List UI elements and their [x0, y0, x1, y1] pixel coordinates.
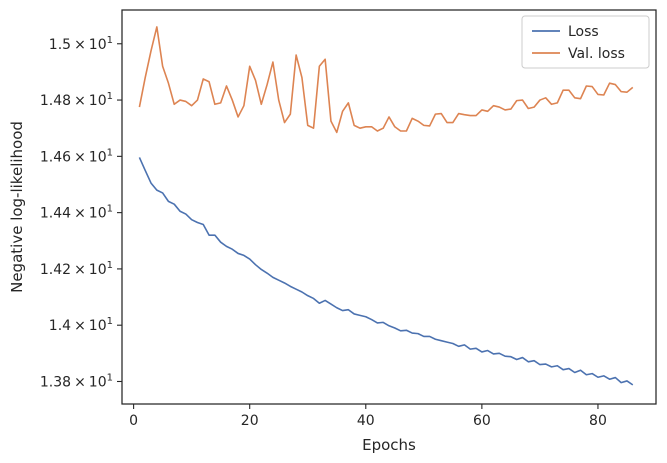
y-tick-exponent: 1 — [107, 147, 113, 158]
y-tick-base: 10 — [89, 149, 107, 165]
axes-frame — [121, 9, 657, 405]
y-tick-mantissa: 1.5 — [49, 37, 71, 53]
y-tick-label: 1.42 × 101 — [40, 260, 113, 278]
series-line-val-loss — [138, 26, 634, 134]
x-tick-label: 20 — [241, 413, 259, 429]
x-axis: 0 20 40 60 80 — [129, 404, 607, 429]
y-tick-base: 10 — [89, 37, 107, 53]
series-line-loss — [138, 157, 634, 386]
y-tick-label: 1.46 × 101 — [40, 147, 113, 165]
x-axis-label: Epochs — [362, 436, 416, 454]
y-tick-times: × — [74, 206, 86, 222]
legend-box — [521, 15, 650, 69]
x-tick-label: 80 — [589, 413, 607, 429]
y-tick-mantissa: 1.44 — [40, 206, 71, 222]
x-tick-label: 40 — [357, 413, 375, 429]
y-tick-mantissa: 1.42 — [40, 262, 71, 278]
y-tick-times: × — [74, 93, 86, 109]
y-tick-label: 1.4 × 101 — [49, 316, 113, 334]
y-tick-mantissa: 1.38 — [40, 374, 71, 390]
y-tick-mantissa: 1.46 — [40, 149, 71, 165]
y-tick-exponent: 1 — [107, 204, 113, 215]
y-tick-base: 10 — [89, 318, 107, 334]
x-tick-label: 60 — [473, 413, 491, 429]
y-tick-exponent: 1 — [107, 35, 113, 46]
y-tick-exponent: 1 — [107, 316, 113, 327]
y-axis-label: Negative log-likelihood — [8, 121, 26, 293]
legend-label-val-loss: Val. loss — [568, 46, 625, 62]
x-tick-label: 0 — [129, 413, 138, 429]
y-tick-label: 1.48 × 101 — [40, 91, 113, 109]
y-tick-times: × — [74, 262, 86, 278]
y-tick-times: × — [74, 149, 86, 165]
y-tick-exponent: 1 — [107, 372, 113, 383]
y-tick-base: 10 — [89, 262, 107, 278]
y-tick-times: × — [74, 374, 86, 390]
y-tick-base: 10 — [89, 206, 107, 222]
series-layer — [138, 26, 634, 386]
y-tick-exponent: 1 — [107, 91, 113, 102]
y-tick-times: × — [74, 37, 86, 53]
y-tick-label: 1.38 × 101 — [40, 372, 113, 390]
y-tick-mantissa: 1.48 — [40, 93, 71, 109]
y-tick-label: 1.5 × 101 — [49, 35, 113, 53]
y-tick-base: 10 — [89, 374, 107, 390]
y-tick-mantissa: 1.4 — [49, 318, 71, 334]
y-tick-exponent: 1 — [107, 260, 113, 271]
legend: Loss Val. loss — [521, 15, 650, 69]
y-tick-times: × — [74, 318, 86, 334]
y-tick-label: 1.44 × 101 — [40, 204, 113, 222]
legend-label-loss: Loss — [568, 24, 599, 40]
y-tick-base: 10 — [89, 93, 107, 109]
plot-area — [138, 26, 634, 386]
